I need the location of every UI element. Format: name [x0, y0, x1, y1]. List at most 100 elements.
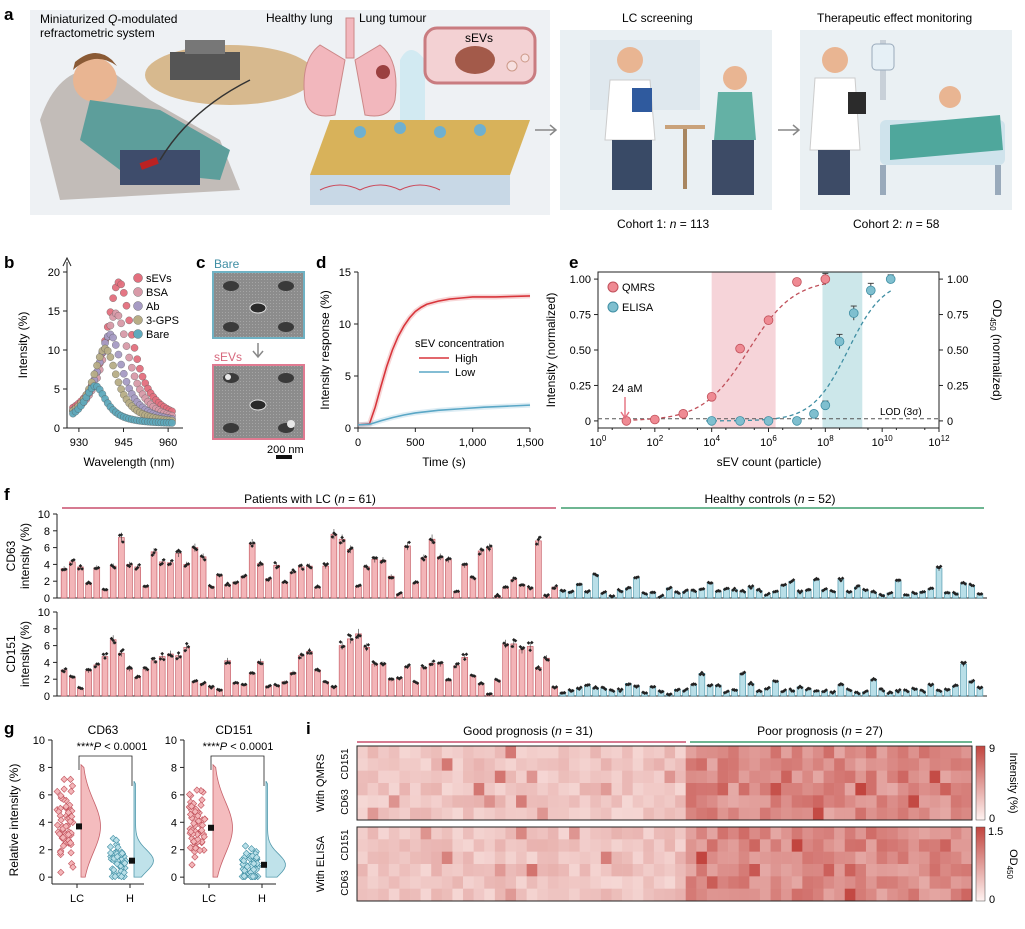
- i-heat-cell-qmrs: [844, 746, 856, 759]
- f-bar-cd151-lc: [371, 663, 379, 697]
- i-heat-cell-qmrs: [749, 770, 761, 784]
- arrow-down-icon: [252, 343, 264, 359]
- f-replicate-point: [332, 685, 336, 690]
- i-heat-cell-elisa: [537, 827, 549, 840]
- b-y-tick-label: 20: [48, 267, 60, 279]
- f-replicate-point: [374, 556, 379, 560]
- i-heat-cell-qmrs: [855, 746, 867, 759]
- i-heat-cell-elisa: [547, 864, 559, 877]
- i-heat-cell-qmrs: [812, 746, 824, 759]
- f-replicate-point: [628, 585, 632, 590]
- b-xlabel: Wavelength (nm): [84, 455, 175, 469]
- i-heat-cell-qmrs: [441, 746, 453, 759]
- d-line-Low: [357, 404, 531, 426]
- i-heat-cell-qmrs: [834, 758, 846, 771]
- f-replicate-point: [309, 651, 313, 656]
- f-replicate-point: [788, 687, 792, 691]
- i-heat-cell-elisa: [622, 876, 633, 889]
- f-replicate-point: [510, 578, 514, 583]
- f-replicate-point: [112, 640, 117, 645]
- e-point-QMRS: [621, 416, 632, 426]
- f-replicate-point: [871, 676, 876, 681]
- f-replicate-point: [610, 595, 614, 599]
- i-heat-cell-qmrs: [706, 758, 718, 771]
- f-replicate-point: [881, 594, 886, 598]
- i-heat-cell-qmrs: [441, 758, 453, 771]
- i-heat-cell-elisa: [410, 851, 421, 865]
- f-replicate-point: [636, 575, 640, 579]
- i-heat-cell-elisa: [463, 864, 474, 877]
- i-heat-cell-qmrs: [547, 746, 559, 759]
- i-heat-cell-elisa: [611, 864, 623, 877]
- g-point-lc: [60, 785, 68, 793]
- f-replicate-point: [363, 564, 367, 569]
- f-replicate-point: [243, 682, 248, 687]
- i-heat-cell-elisa: [897, 888, 909, 902]
- f-replicate-point: [601, 590, 606, 595]
- f-bar-cd63-h: [968, 585, 975, 599]
- g-point-h: [242, 849, 251, 857]
- i-heat-cell-elisa: [908, 876, 920, 889]
- i-heat-cell-elisa: [844, 864, 856, 877]
- f-replicate-point: [211, 585, 215, 590]
- f-replicate-point: [799, 589, 804, 593]
- i-heat-cell-qmrs: [717, 807, 729, 821]
- f-replicate-point: [485, 545, 490, 549]
- f-replicate-point: [503, 643, 508, 648]
- f-bar-cd63-lc: [118, 537, 125, 599]
- f-replicate-point: [579, 582, 583, 587]
- f-replicate-point: [250, 544, 254, 548]
- i-heat-cell-elisa: [410, 876, 421, 889]
- f-replicate-point: [175, 549, 179, 554]
- i-heat-cell-qmrs: [728, 795, 740, 808]
- i-heat-cell-elisa: [494, 876, 506, 889]
- f-replicate-point: [611, 689, 616, 694]
- g-point-h: [111, 872, 119, 881]
- d-x-ticks: 0 500 1,000 1,500: [355, 428, 544, 449]
- f-replicate-point: [60, 669, 65, 673]
- i-heat-cell-qmrs: [855, 758, 867, 771]
- i-heat-cell-elisa: [579, 827, 591, 840]
- f-bar-cd151-lc: [461, 657, 469, 697]
- i-heat-cell-elisa: [399, 864, 411, 877]
- f-replicate-point: [570, 688, 575, 693]
- i-heat-cell-qmrs: [802, 795, 814, 808]
- i-heat-cell-qmrs: [855, 770, 867, 784]
- f-replicate-point: [781, 689, 786, 694]
- i-heat-cell-elisa: [728, 851, 740, 865]
- f-replicate-point: [922, 589, 927, 594]
- f-replicate-point: [592, 572, 596, 576]
- i-heat-cell-elisa: [537, 876, 549, 889]
- i-heat-cell-elisa: [420, 851, 432, 865]
- f-replicate-point: [405, 545, 410, 549]
- i-heat-cell-elisa: [950, 864, 962, 877]
- i-header-poor: Poor prognosis (n = 27): [757, 724, 883, 738]
- f-replicate-point: [127, 665, 132, 669]
- f-replicate-point: [178, 550, 183, 554]
- i-heat-cell-elisa: [855, 839, 867, 852]
- i-heat-cell-elisa: [887, 851, 899, 865]
- g-y-tick-label: 8: [171, 762, 177, 774]
- i-heat-cell-elisa: [357, 864, 368, 877]
- i-heat-cell-elisa: [876, 888, 888, 902]
- f-replicate-point: [341, 644, 346, 649]
- i-heat-cell-qmrs: [547, 770, 559, 784]
- f-replicate-point: [381, 558, 385, 563]
- f-replicate-point: [276, 564, 281, 569]
- i-heat-cell-elisa: [526, 827, 538, 840]
- i-heat-cell-qmrs: [940, 758, 952, 771]
- f-bar-cd63-lc: [257, 563, 264, 599]
- f-bar-cd151-lc: [445, 679, 452, 697]
- b-x-tick-label: 930: [70, 437, 88, 449]
- f-replicate-point: [669, 692, 673, 696]
- e-point-ELISA: [820, 400, 831, 411]
- i-heat-cell-elisa: [463, 876, 474, 889]
- i-heat-cell-qmrs: [399, 807, 411, 821]
- i-heat-cell-elisa: [388, 888, 400, 902]
- g-point-lc: [62, 822, 70, 830]
- i-heat-cell-qmrs: [590, 807, 602, 821]
- panel-e-letter: e: [569, 253, 578, 272]
- i-heat-cell-qmrs: [685, 770, 697, 784]
- i-heat-cell-elisa: [781, 888, 793, 902]
- f-replicate-point: [853, 586, 858, 591]
